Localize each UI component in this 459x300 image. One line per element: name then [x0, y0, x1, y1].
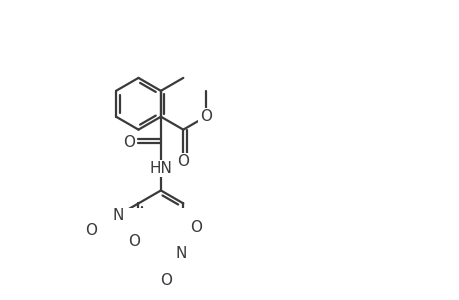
- Text: N: N: [112, 208, 124, 223]
- Text: O: O: [128, 234, 140, 249]
- Text: O: O: [85, 223, 97, 238]
- Text: N: N: [175, 246, 186, 261]
- Text: O: O: [123, 135, 134, 150]
- Text: O: O: [177, 154, 189, 169]
- Text: HN: HN: [149, 161, 172, 176]
- Text: O: O: [159, 273, 171, 288]
- Text: O: O: [190, 220, 202, 235]
- Text: O: O: [199, 109, 211, 124]
